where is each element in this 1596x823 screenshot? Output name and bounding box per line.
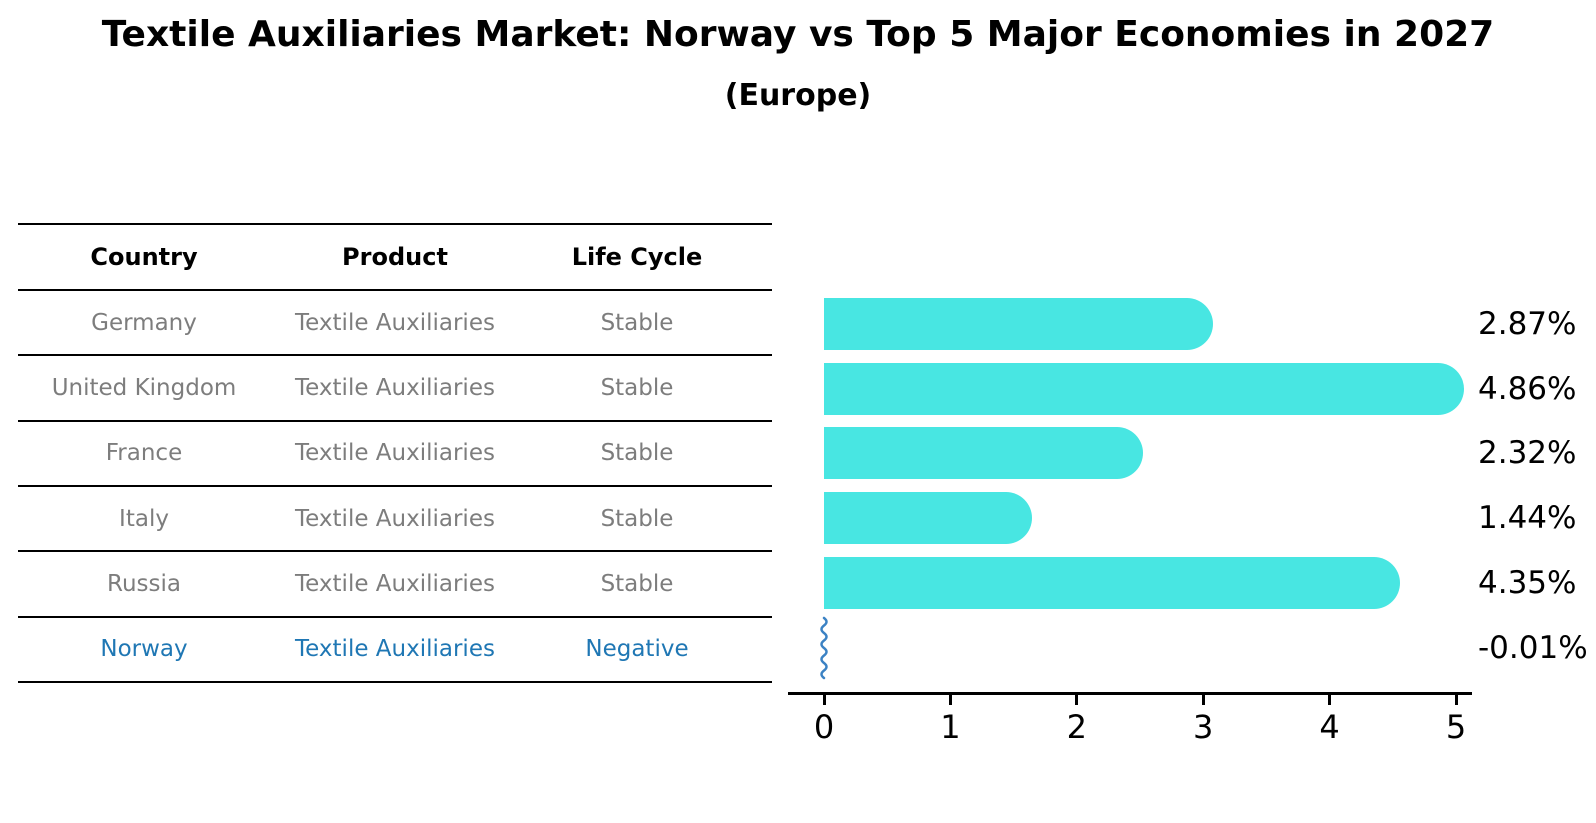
bar-value-label: -0.01% [1478,629,1588,666]
x-axis-tick [948,695,952,705]
life-cycle-cell: Stable [600,505,674,532]
country-info-table: Country Product Life Cycle Germany Texti… [18,223,772,683]
table-row: France Textile Auxiliaries Stable [18,422,772,487]
table-row: Italy Textile Auxiliaries Stable [18,487,772,553]
column-header-country: Country [90,243,198,271]
x-axis-tick-label: 5 [1445,708,1467,746]
x-axis-tick-label: 0 [813,708,835,746]
product-cell: Textile Auxiliaries [295,374,495,401]
country-cell: Russia [107,570,181,597]
bar-value-label: 1.44% [1478,500,1577,537]
life-cycle-cell: Stable [600,374,674,401]
product-cell: Textile Auxiliaries [295,309,495,336]
x-axis-tick [1075,695,1079,705]
column-header-life-cycle: Life Cycle [571,243,703,271]
bar-france [824,427,1144,480]
x-axis-tick-label: 3 [1193,708,1214,746]
x-axis-tick-label: 4 [1319,708,1340,746]
table-row: Russia Textile Auxiliaries Stable [18,552,772,618]
life-cycle-cell: Negative [585,636,689,663]
country-cell: Italy [119,505,169,532]
country-cell: Norway [100,636,188,663]
x-axis-tick-label: 1 [940,708,961,746]
life-cycle-cell: Stable [600,570,674,597]
bar-value-label: 2.87% [1478,306,1577,342]
column-header-product: Product [342,243,448,271]
x-axis-line [788,692,1472,695]
bar-italy [824,492,1033,545]
bar-value-label: 4.86% [1478,370,1577,407]
product-cell: Textile Auxiliaries [295,505,495,532]
country-cell: France [105,440,183,467]
table-body: Germany Textile Auxiliaries Stable Unite… [18,291,772,683]
x-axis-tick [1201,695,1205,705]
bar-value-label: 4.35% [1478,564,1577,601]
bar-united-kingdom [824,362,1465,415]
table-row: United Kingdom Textile Auxiliaries Stabl… [18,356,772,422]
page-title: Textile Auxiliaries Market: Norway vs To… [101,14,1495,55]
product-cell: Textile Auxiliaries [295,570,495,597]
bar-germany [824,298,1213,350]
life-cycle-cell: Stable [600,309,674,336]
product-cell: Textile Auxiliaries [295,440,495,467]
x-axis-tick [1454,695,1458,705]
life-cycle-cell: Stable [600,440,674,467]
x-axis-tick [1328,695,1332,705]
page-subtitle: (Europe) [724,78,872,113]
bar-russia [824,556,1400,609]
country-cell: Germany [91,309,197,336]
table-row: Norway Textile Auxiliaries Negative [18,618,772,683]
x-axis-tick [822,695,826,705]
product-cell: Textile Auxiliaries [295,636,495,663]
x-axis-tick-label: 2 [1066,708,1087,746]
negative-value-squiggle-marker [817,616,831,680]
table-row: Germany Textile Auxiliaries Stable [18,291,772,357]
bar-value-label: 2.32% [1478,435,1577,472]
country-cell: United Kingdom [51,374,237,401]
table-header-row: Country Product Life Cycle [18,225,772,291]
